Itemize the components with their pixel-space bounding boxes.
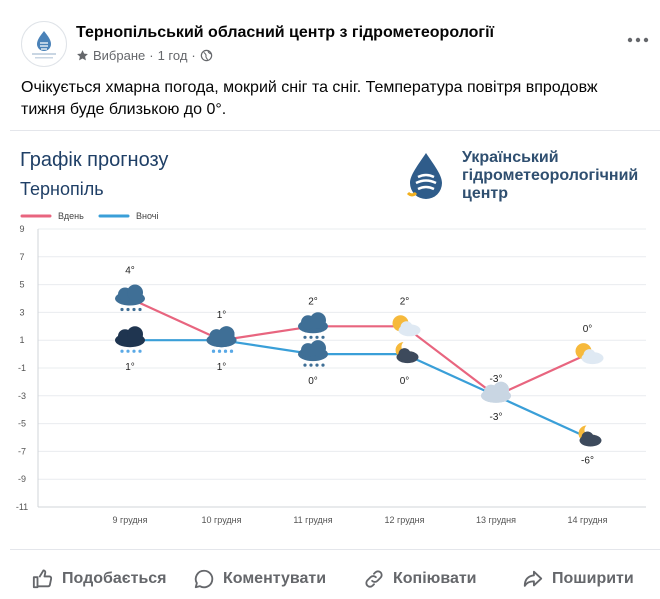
y-tick-label: -1 [18,363,26,373]
comment-label: Коментувати [223,570,327,587]
legend-label: Вдень [58,211,84,221]
page-name-link[interactable]: Тернопільський обласний центр з гідромет… [76,24,495,41]
data-label: -3° [490,374,503,385]
chart-title: Графік прогнозу [20,149,169,171]
data-label: 0° [583,324,593,335]
star-icon [77,50,88,61]
y-tick-label: 3 [19,307,24,317]
data-label: 0° [400,376,410,387]
x-tick-label: 13 грудня [476,515,516,525]
post-text: Очікується хмарна погода, мокрий сніг та… [21,79,598,118]
page-avatar[interactable] [21,21,67,67]
y-tick-label: 5 [19,280,24,290]
snow-cloud-icon [115,284,145,312]
data-label: 4° [125,266,135,277]
legend-label: Вночі [136,211,158,221]
y-tick-label: -3 [18,391,26,401]
drop-logo-icon [406,153,442,199]
x-tick-label: 12 грудня [385,515,425,525]
thumbs-up-icon [32,569,53,589]
data-label: -3° [490,412,503,423]
post-actions: Подобається Коментувати Копіювати Пошири… [0,558,660,599]
sun-cloud-icon [392,315,421,337]
post-time[interactable]: 1 год [157,48,188,63]
y-tick-label: -11 [16,502,28,512]
data-label: 1° [217,310,227,321]
share-button[interactable]: Поширити [522,566,634,592]
data-label: 2° [400,296,410,307]
sun-cloud-icon [575,343,604,365]
data-label: 2° [308,296,318,307]
y-tick-label: 1 [19,335,24,345]
copy-button[interactable]: Копіювати [363,566,477,592]
moon-cloud-icon [578,425,602,447]
org-name-line3: центр [462,185,509,202]
x-tick-label: 10 грудня [202,515,242,525]
moon-cloud-icon [395,342,419,364]
data-label: 1° [125,362,135,373]
like-button[interactable]: Подобається [32,566,167,592]
meta-separator-2: · [191,48,196,63]
comment-icon [194,569,214,589]
post-header: Тернопільський обласний центр з гідромет… [0,0,660,70]
x-tick-label: 9 грудня [113,515,148,525]
snow-cloud-icon [298,312,328,339]
data-label: 1° [217,362,227,373]
data-label: -6° [581,456,594,467]
y-tick-label: 9 [19,224,24,234]
rain-dark-cloud-icon [115,326,145,353]
forecast-image[interactable]: Графік прогнозу Тернопіль Український гі… [10,130,660,550]
globe-icon[interactable] [200,49,213,62]
x-tick-label: 14 грудня [568,515,608,525]
y-tick-label: 7 [19,252,24,262]
favorites-label[interactable]: Вибране [93,48,146,63]
share-label: Поширити [552,570,634,587]
copy-label: Копіювати [393,570,477,587]
y-tick-label: -7 [18,446,26,456]
like-label: Подобається [62,570,167,587]
org-name: Український гідрометеорологічний центр [462,149,638,203]
series-line [130,339,588,439]
chart-city: Тернопіль [20,179,104,199]
meta-separator: · [149,48,154,63]
y-tick-label: -9 [18,474,26,484]
rain-cloud-icon [206,326,237,353]
more-options-icon[interactable] [624,30,652,50]
link-icon [365,570,383,588]
snow-cloud-icon [298,340,328,367]
share-icon [523,570,543,587]
data-label: 0° [308,376,318,387]
y-tick-label: -5 [18,419,26,429]
series-line [129,297,588,398]
cloud-icon [481,381,511,403]
org-name-line1: Український [462,149,559,166]
forecast-chart: 9 7 5 3 1 -1 -3 -5 -7 -9 -11 9 грудня 10 грудня 11 гр… [16,211,646,525]
comment-button[interactable]: Коментувати [193,566,326,592]
hydromet-logo-icon [23,23,65,65]
org-name-line2: гідрометеорологічний [462,167,639,184]
post-meta: Вибране · 1 год · [76,48,213,63]
x-tick-label: 11 грудня [293,515,332,525]
